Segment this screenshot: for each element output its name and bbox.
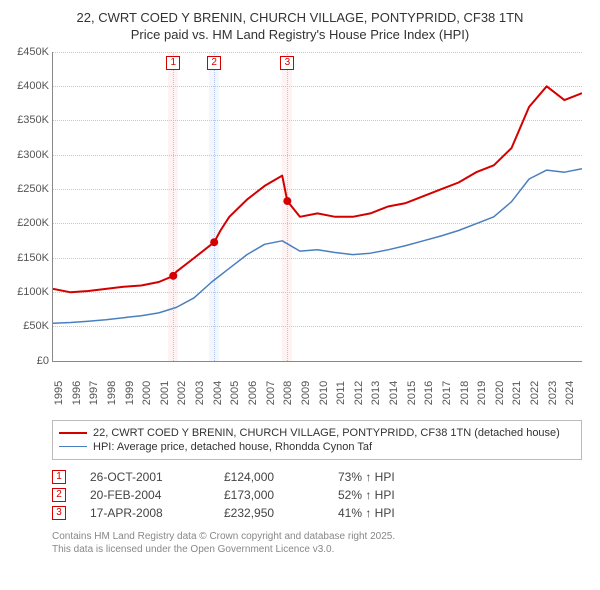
legend-swatch [59,446,87,447]
x-axis-label: 1999 [124,381,136,405]
y-axis-label: £450K [17,46,49,58]
sale-price: £232,950 [224,506,314,520]
chart-area: £0£50K£100K£150K£200K£250K£300K£350K£400… [52,52,582,412]
sale-price: £173,000 [224,488,314,502]
marker-index-box: 3 [280,56,294,70]
sale-row: 1 26-OCT-2001 £124,000 73% ↑ HPI [52,470,582,484]
sale-row: 3 17-APR-2008 £232,950 41% ↑ HPI [52,506,582,520]
sale-hpi-delta: 73% ↑ HPI [338,470,448,484]
title-line-2: Price paid vs. HM Land Registry's House … [10,27,590,44]
x-axis-label: 2022 [529,381,541,405]
sale-index-box: 1 [52,470,66,484]
sale-row: 2 20-FEB-2004 £173,000 52% ↑ HPI [52,488,582,502]
chart-lines [53,52,582,361]
sale-date: 20-FEB-2004 [90,488,200,502]
y-axis-label: £350K [17,114,49,126]
y-axis-label: £400K [17,80,49,92]
legend-item: 22, CWRT COED Y BRENIN, CHURCH VILLAGE, … [59,427,575,439]
legend-item: HPI: Average price, detached house, Rhon… [59,441,575,453]
y-axis-label: £50K [23,320,49,332]
attribution-line-2: This data is licensed under the Open Gov… [52,543,582,556]
x-axis-label: 2011 [335,381,347,405]
series-line-hpi [53,168,582,323]
sale-index-box: 2 [52,488,66,502]
legend: 22, CWRT COED Y BRENIN, CHURCH VILLAGE, … [52,420,582,460]
x-axis-label: 2015 [406,381,418,405]
x-axis-label: 2004 [212,381,224,405]
x-axis-label: 2017 [441,381,453,405]
plot: £0£50K£100K£150K£200K£250K£300K£350K£400… [52,52,582,362]
sales-table: 1 26-OCT-2001 £124,000 73% ↑ HPI 2 20-FEB-200… [52,470,582,520]
x-axis-label: 2002 [176,381,188,405]
x-axis-label: 2007 [265,381,277,405]
sale-price: £124,000 [224,470,314,484]
y-axis-label: £300K [17,149,49,161]
marker-index-box: 2 [207,56,221,70]
x-axis-label: 2001 [159,381,171,405]
attribution: Contains HM Land Registry data © Crown c… [52,530,582,556]
x-axis-label: 2012 [353,381,365,405]
legend-label: 22, CWRT COED Y BRENIN, CHURCH VILLAGE, … [93,427,560,439]
x-axis-label: 2023 [547,381,559,405]
chart-title: 22, CWRT COED Y BRENIN, CHURCH VILLAGE, … [10,10,590,44]
sale-index-box: 3 [52,506,66,520]
legend-swatch [59,432,87,434]
title-line-1: 22, CWRT COED Y BRENIN, CHURCH VILLAGE, … [10,10,590,27]
x-axis-label: 2006 [247,381,259,405]
x-axis-label: 2014 [388,381,400,405]
x-axis-label: 2000 [141,381,153,405]
x-axis-label: 2024 [564,381,576,405]
legend-label: HPI: Average price, detached house, Rhon… [93,441,372,453]
y-axis-label: £250K [17,183,49,195]
x-axis-label: 2016 [423,381,435,405]
y-axis-label: £100K [17,286,49,298]
x-axis-label: 2003 [194,381,206,405]
series-line-price-paid [53,86,582,292]
x-axis-label: 2008 [282,381,294,405]
y-axis-label: £0 [37,355,49,367]
x-axis-label: 2013 [370,381,382,405]
y-axis-label: £200K [17,217,49,229]
x-axis-label: 2018 [459,381,471,405]
x-axis-label: 2010 [318,381,330,405]
sale-date: 17-APR-2008 [90,506,200,520]
sale-hpi-delta: 41% ↑ HPI [338,506,448,520]
x-axis-label: 2019 [476,381,488,405]
x-axis-label: 2009 [300,381,312,405]
marker-index-box: 1 [166,56,180,70]
x-axis-label: 2020 [494,381,506,405]
x-axis-label: 1995 [53,381,65,405]
sale-hpi-delta: 52% ↑ HPI [338,488,448,502]
attribution-line-1: Contains HM Land Registry data © Crown c… [52,530,582,543]
y-axis-label: £150K [17,252,49,264]
x-axis-label: 1998 [106,381,118,405]
sale-date: 26-OCT-2001 [90,470,200,484]
x-axis-label: 2021 [511,381,523,405]
x-axis-label: 1996 [71,381,83,405]
x-axis-label: 1997 [88,381,100,405]
x-axis-label: 2005 [229,381,241,405]
